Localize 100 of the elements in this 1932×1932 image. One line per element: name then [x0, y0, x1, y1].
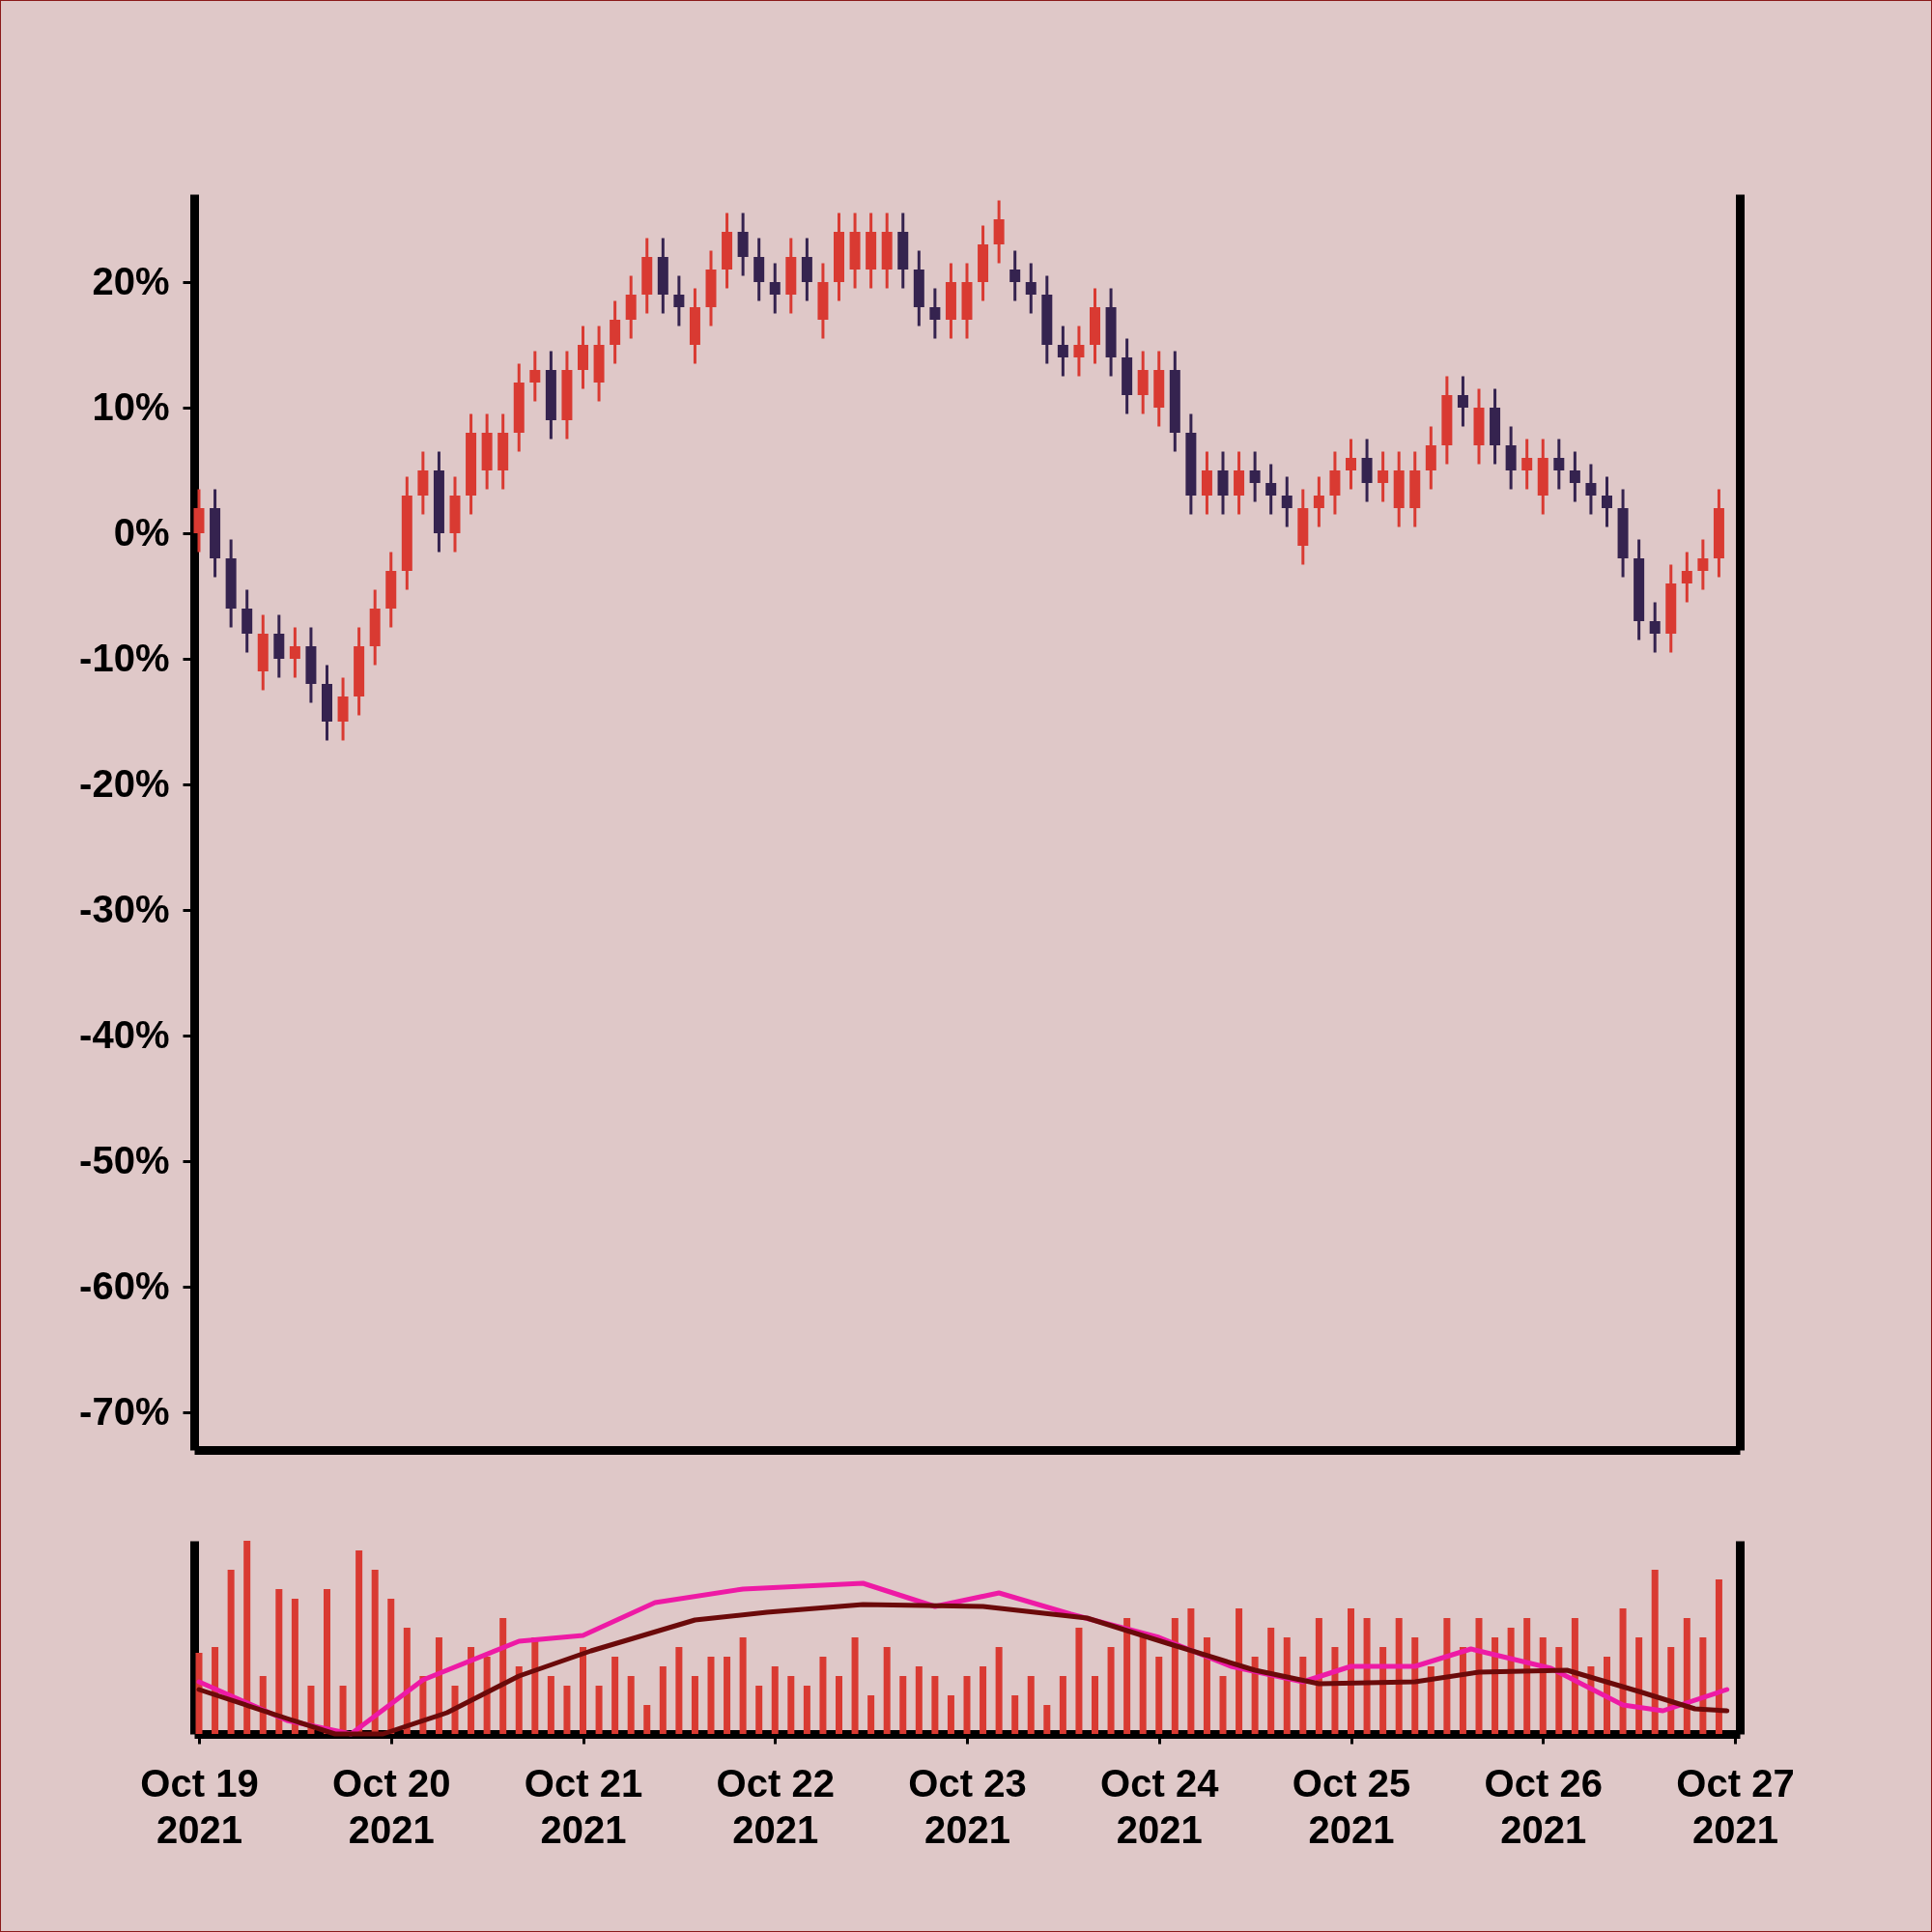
bar: [899, 1676, 907, 1734]
candlestick: [769, 263, 781, 314]
y-tick-label: -20%: [79, 761, 170, 805]
bar: [659, 1666, 667, 1734]
candlestick: [1585, 464, 1597, 515]
bar: [963, 1676, 971, 1734]
bar: [563, 1686, 571, 1734]
bar: [1251, 1657, 1259, 1734]
bar: [787, 1676, 795, 1734]
y-tick-label: -30%: [79, 887, 170, 930]
candlestick: [1378, 451, 1389, 502]
bar: [483, 1657, 491, 1734]
candlestick: [1521, 439, 1533, 490]
bar: [931, 1676, 939, 1734]
bar: [707, 1657, 715, 1734]
bar: [755, 1686, 763, 1734]
x-tick-label: Oct 22 2021: [716, 1761, 835, 1851]
bar: [1523, 1618, 1531, 1734]
bar: [883, 1647, 891, 1734]
x-tick-label: Oct 24 2021: [1100, 1761, 1220, 1851]
bar: [819, 1657, 827, 1734]
bar: [1315, 1618, 1322, 1734]
bar: [739, 1637, 747, 1734]
candlestick: [929, 288, 941, 339]
bar: [1571, 1618, 1578, 1734]
bar: [643, 1705, 651, 1734]
bar: [1395, 1618, 1403, 1734]
y-tick-label: -50%: [79, 1138, 170, 1181]
bar: [547, 1676, 554, 1734]
bar: [1651, 1570, 1659, 1734]
bar: [915, 1666, 923, 1734]
bar: [1507, 1628, 1515, 1734]
bar: [867, 1695, 875, 1734]
bar: [1203, 1637, 1210, 1734]
candlestick: [1281, 476, 1293, 527]
x-tick-label: Oct 20 2021: [332, 1761, 451, 1851]
bar: [595, 1686, 603, 1734]
bar: [1043, 1705, 1051, 1734]
bar: [355, 1550, 363, 1734]
candlestick: [1457, 376, 1468, 427]
bar: [691, 1676, 698, 1734]
bar: [1411, 1637, 1419, 1734]
y-tick-label: -70%: [79, 1389, 170, 1433]
bar: [1092, 1676, 1098, 1734]
x-tick-label: Oct 27 2021: [1676, 1761, 1795, 1851]
bar: [1299, 1657, 1307, 1734]
candlestick: [1009, 250, 1021, 301]
x-tick-label: Oct 25 2021: [1292, 1761, 1411, 1851]
y-tick-label: -40%: [79, 1012, 170, 1056]
bar: [995, 1647, 1003, 1734]
bar: [1363, 1618, 1371, 1734]
candlestick: [1025, 263, 1037, 314]
candlestick: [1602, 476, 1612, 527]
bar: [1492, 1637, 1499, 1734]
candlestick: [1313, 476, 1324, 527]
bar: [1075, 1628, 1083, 1734]
candlestick: [1057, 326, 1068, 377]
candlestick: [1697, 539, 1709, 590]
bar: [675, 1647, 683, 1734]
bar: [227, 1570, 235, 1734]
bar: [803, 1686, 810, 1734]
candlestick: [1649, 602, 1661, 653]
bar: [771, 1666, 779, 1734]
candlestick: [1265, 464, 1277, 515]
candlestick: [1073, 326, 1085, 377]
y-tick-label: 20%: [92, 259, 170, 302]
bar: [1155, 1657, 1163, 1734]
bar: [1555, 1647, 1563, 1734]
candlestick: [529, 351, 541, 402]
candlestick: [1569, 451, 1580, 502]
bar: [1219, 1676, 1227, 1734]
bar: [1059, 1676, 1066, 1734]
bar: [275, 1589, 283, 1734]
bar: [1123, 1618, 1131, 1734]
bar: [724, 1657, 731, 1734]
bar: [387, 1599, 395, 1734]
bar: [1427, 1666, 1435, 1734]
bar: [243, 1541, 251, 1734]
bar: [1171, 1618, 1179, 1734]
candlestick: [1249, 451, 1261, 502]
bar: [947, 1695, 954, 1734]
candlestick: [1681, 552, 1692, 603]
bar: [1187, 1608, 1195, 1734]
bar: [1011, 1695, 1019, 1734]
bar: [1283, 1637, 1291, 1734]
bar: [1683, 1618, 1690, 1734]
bar: [1027, 1676, 1035, 1734]
bar: [1107, 1647, 1115, 1734]
bar: [515, 1666, 523, 1734]
x-tick-label: Oct 23 2021: [908, 1761, 1027, 1851]
bar: [980, 1666, 987, 1734]
bar: [580, 1647, 586, 1734]
y-tick-label: -60%: [79, 1264, 170, 1307]
bar: [371, 1570, 379, 1734]
bar: [1267, 1628, 1275, 1734]
bar: [499, 1618, 507, 1734]
bar: [1619, 1608, 1627, 1734]
x-tick-label: Oct 19 2021: [140, 1761, 259, 1851]
bar: [1475, 1618, 1483, 1734]
candlestick: [289, 627, 300, 678]
